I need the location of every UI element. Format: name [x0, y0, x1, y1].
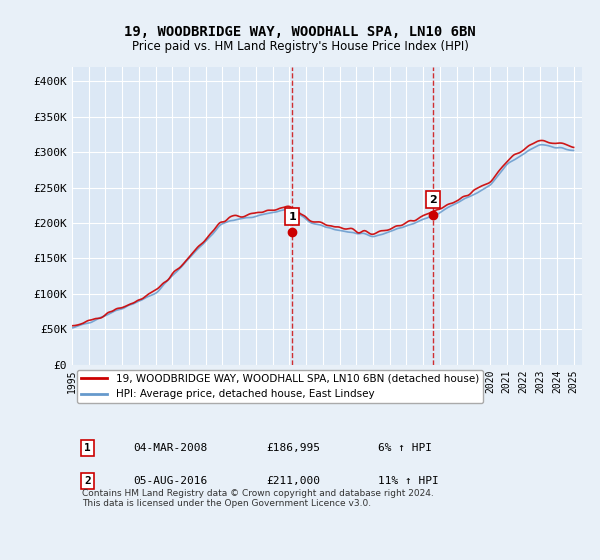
Text: 05-AUG-2016: 05-AUG-2016 [133, 476, 208, 486]
Text: 11% ↑ HPI: 11% ↑ HPI [378, 476, 439, 486]
Text: 2: 2 [429, 195, 437, 204]
Text: 6% ↑ HPI: 6% ↑ HPI [378, 443, 432, 453]
Text: 1: 1 [84, 443, 91, 453]
Text: 19, WOODBRIDGE WAY, WOODHALL SPA, LN10 6BN: 19, WOODBRIDGE WAY, WOODHALL SPA, LN10 6… [124, 25, 476, 39]
Text: £186,995: £186,995 [266, 443, 320, 453]
Text: Contains HM Land Registry data © Crown copyright and database right 2024.
This d: Contains HM Land Registry data © Crown c… [82, 489, 434, 508]
Text: Price paid vs. HM Land Registry's House Price Index (HPI): Price paid vs. HM Land Registry's House … [131, 40, 469, 53]
Text: 04-MAR-2008: 04-MAR-2008 [133, 443, 208, 453]
Legend: 19, WOODBRIDGE WAY, WOODHALL SPA, LN10 6BN (detached house), HPI: Average price,: 19, WOODBRIDGE WAY, WOODHALL SPA, LN10 6… [77, 370, 483, 403]
Text: £211,000: £211,000 [266, 476, 320, 486]
Text: 1: 1 [289, 212, 296, 222]
Text: 2: 2 [84, 476, 91, 486]
